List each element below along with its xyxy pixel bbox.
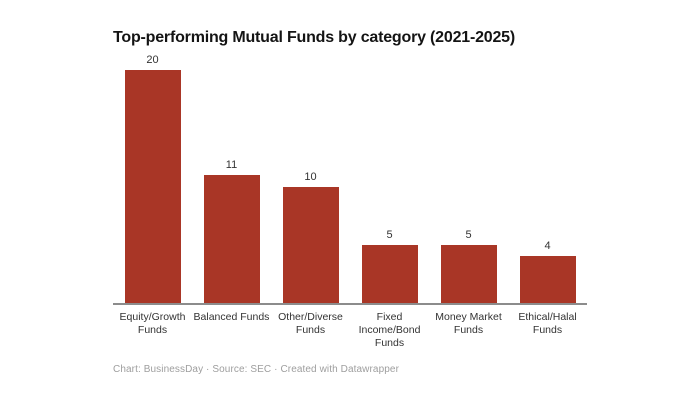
bar-slot: 5 — [350, 229, 429, 303]
x-axis-category-label: Equity/Growth Funds — [119, 311, 186, 336]
bar — [361, 244, 418, 303]
bar — [519, 256, 576, 303]
x-axis-category-label: Balanced Funds — [193, 311, 270, 323]
x-axis-labels: Equity/Growth Funds Balanced Funds Other/D… — [113, 305, 587, 350]
bar-slot: 11 — [192, 159, 271, 303]
bar-value-label: 5 — [386, 228, 393, 241]
x-axis-category-label: Money Market Funds — [435, 311, 502, 336]
bar — [203, 174, 260, 303]
bar — [440, 244, 497, 303]
bar-value-label: 11 — [225, 158, 238, 171]
bar-slot: 10 — [271, 170, 350, 303]
x-axis-category-label: Ethical/Halal Funds — [518, 311, 577, 336]
bar-slot: 4 — [508, 240, 587, 303]
bar-slot: 5 — [429, 229, 508, 303]
bar — [124, 70, 181, 303]
bar-value-label: 10 — [304, 170, 317, 183]
chart-card: Top-performing Mutual Funds by category … — [113, 28, 587, 375]
page: { "title": "Top-performing Mutual Funds … — [0, 28, 700, 400]
bar-value-label: 5 — [465, 228, 472, 241]
bar — [282, 186, 339, 303]
bar-value-label: 4 — [544, 240, 551, 253]
bar-slot: 20 — [113, 54, 192, 303]
x-axis-category-label: Other/Diverse Funds — [278, 311, 343, 336]
plot-area: 20 11 10 5 5 4 — [113, 48, 587, 303]
x-axis-line — [113, 303, 587, 305]
attribution-footer: Chart: BusinessDay · Source: SEC · Creat… — [113, 364, 400, 375]
x-axis-category-label: Fixed Income/Bond Funds — [358, 311, 421, 349]
chart-title: Top-performing Mutual Funds by category … — [113, 29, 516, 46]
bar-value-label: 20 — [146, 54, 159, 66]
